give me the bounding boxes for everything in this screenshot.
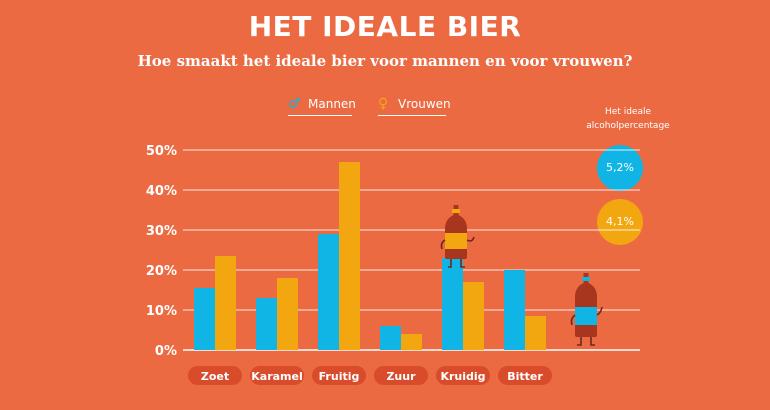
page-subtitle: Hoe smaakt het ideale bier voor mannen e… — [137, 52, 633, 70]
beer-bottle-icon — [570, 273, 603, 346]
legend-men: ♂ Mannen — [288, 96, 356, 116]
legend-men-underline — [288, 115, 352, 116]
legend-women-label: Vrouwen — [398, 97, 451, 111]
category-label: Karamel — [251, 370, 303, 383]
bars — [194, 162, 546, 350]
category-pill — [188, 366, 242, 385]
y-tick-label: 0% — [155, 344, 177, 359]
category-label: Zoet — [201, 370, 229, 383]
alcohol-women-badge: 4,1% — [597, 199, 643, 245]
bar-zoet-mannen — [194, 288, 215, 350]
y-tick-label: 50% — [146, 144, 177, 159]
beer-bottle-icon — [440, 205, 475, 268]
female-symbol-icon: ♀ — [378, 96, 389, 112]
category-label: Kruidig — [440, 370, 485, 383]
legend-women-underline — [378, 115, 446, 116]
legend-men-label: Mannen — [308, 97, 356, 111]
bar-fruitig-vrouwen — [339, 162, 360, 350]
legend-women: ♀ Vrouwen — [378, 96, 451, 116]
alcohol-label: Het ideale alcoholpercentage — [586, 107, 670, 131]
y-axis-labels: 0% 10% 20% 30% 40% 50% — [146, 144, 177, 359]
bar-bitter-vrouwen — [525, 316, 546, 350]
category-pill — [374, 366, 428, 385]
category-pill — [436, 366, 490, 385]
bar-karamel-mannen — [256, 298, 277, 350]
category-pill — [498, 366, 552, 385]
category-label: Zuur — [386, 370, 416, 383]
bar-zoet-vrouwen — [215, 256, 236, 350]
bar-zuur-mannen — [380, 326, 401, 350]
y-tick-label: 20% — [146, 264, 177, 279]
bar-kruidig-mannen — [442, 258, 463, 350]
category-label: Fruitig — [319, 370, 360, 383]
male-symbol-icon: ♂ — [288, 96, 301, 112]
category-label: Bitter — [507, 370, 543, 383]
bar-zuur-vrouwen — [401, 334, 422, 350]
y-tick-label: 10% — [146, 304, 177, 319]
bar-fruitig-mannen — [318, 234, 339, 350]
page-title: HET IDEALE BIER — [248, 10, 522, 43]
bar-karamel-vrouwen — [277, 278, 298, 350]
category-pill — [312, 366, 366, 385]
bar-bitter-mannen — [504, 270, 525, 350]
category-labels: Zoet Karamel Fruitig Zuur Kruidig Bitter — [188, 366, 552, 385]
bar-kruidig-vrouwen — [463, 282, 484, 350]
y-tick-label: 30% — [146, 224, 177, 239]
alcohol-men-badge: 5,2% — [597, 145, 643, 191]
y-tick-label: 40% — [146, 184, 177, 199]
category-pill — [250, 366, 304, 385]
